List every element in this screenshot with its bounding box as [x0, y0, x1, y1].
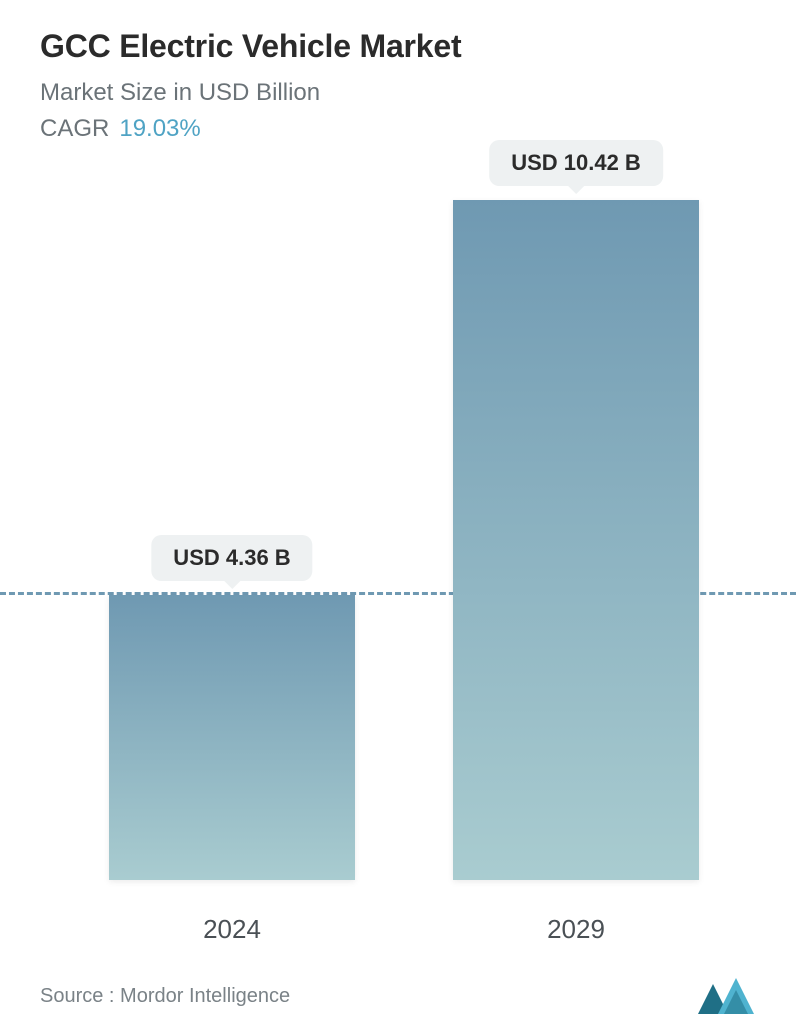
chart-title: GCC Electric Vehicle Market: [40, 28, 756, 65]
brand-logo-icon: [696, 976, 766, 1016]
x-axis: 2024 2029: [0, 914, 796, 954]
chart-area: USD 4.36 B USD 10.42 B: [0, 200, 796, 880]
cagr-label: CAGR: [40, 115, 109, 143]
cagr-row: CAGR 19.03%: [40, 115, 756, 143]
bar-2029: [453, 200, 699, 880]
footer: Source : Mordor Intelligence: [0, 960, 796, 1034]
source-text: Source : Mordor Intelligence: [40, 985, 290, 1008]
x-label-2029: 2029: [547, 914, 605, 945]
x-label-2024: 2024: [203, 914, 261, 945]
bar-2024: [109, 595, 355, 880]
value-label-2024: USD 4.36 B: [151, 535, 312, 581]
chart-subtitle: Market Size in USD Billion: [40, 79, 756, 107]
header: GCC Electric Vehicle Market Market Size …: [0, 0, 796, 143]
cagr-value: 19.03%: [119, 115, 200, 143]
value-label-2029: USD 10.42 B: [489, 140, 663, 186]
